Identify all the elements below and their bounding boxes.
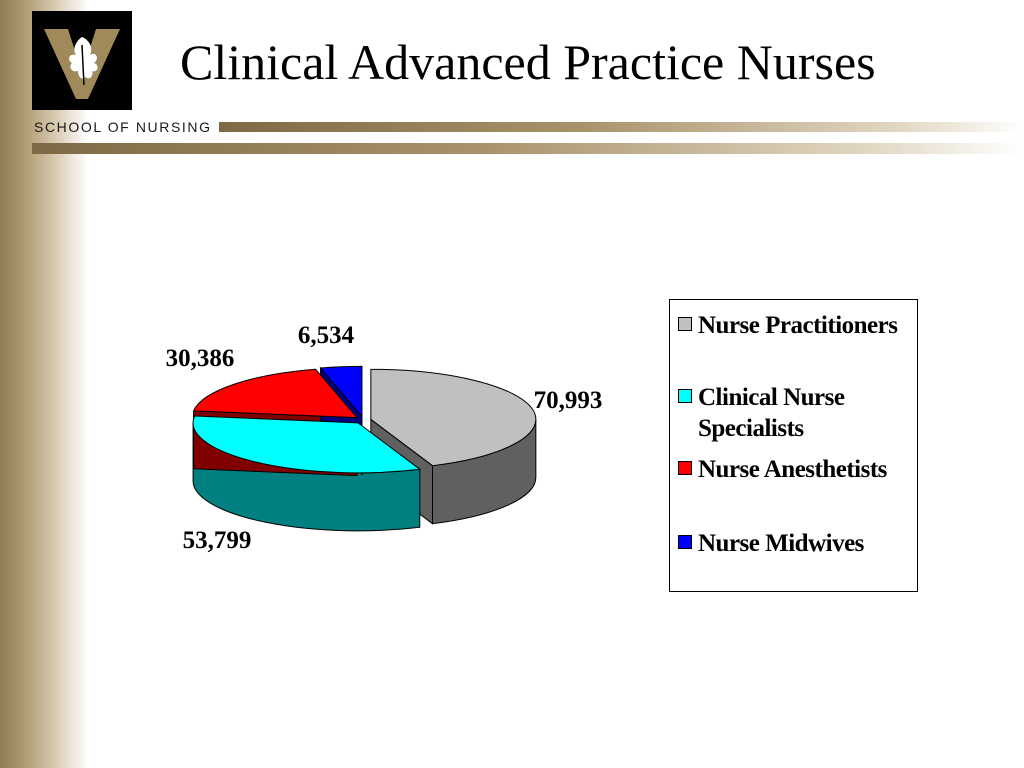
pie-slice-nurse-anesthetists xyxy=(192,368,359,419)
legend-swatch-nurse-practitioners xyxy=(678,317,692,331)
data-label-nurse-midwives: 6,534 xyxy=(298,322,355,349)
legend-swatch-nurse-anesthetists xyxy=(678,461,692,475)
legend-swatch-nurse-midwives xyxy=(678,535,692,549)
pie-slice-clinical-nurse-specialists xyxy=(192,415,422,474)
pie-slice-nurse-practitioners xyxy=(370,368,537,467)
data-label-clinical-nurse-specialists: 53,799 xyxy=(183,527,252,554)
data-label-nurse-anesthetists: 30,386 xyxy=(166,345,235,372)
chart-legend: Nurse Practitioners Clinical Nurse Speci… xyxy=(669,299,918,592)
legend-label: Clinical Nurse Specialists xyxy=(698,384,845,442)
legend-label: Nurse Midwives xyxy=(698,530,864,557)
oak-leaf-v-icon xyxy=(44,29,120,99)
vanderbilt-logo xyxy=(32,11,132,110)
left-decorative-band xyxy=(0,0,88,768)
header-rule-upper xyxy=(219,122,1024,132)
legend-swatch-clinical-nurse-specialists xyxy=(678,389,692,403)
pie-slice-nurse-midwives xyxy=(319,365,363,418)
slide-title: Clinical Advanced Practice Nurses xyxy=(180,34,876,90)
legend-label: Nurse Anesthetists xyxy=(698,456,887,483)
school-of-nursing-label: SCHOOL OF NURSING xyxy=(34,119,212,135)
header-rule-lower xyxy=(32,143,1024,154)
data-label-nurse-practitioners: 70,993 xyxy=(534,387,603,414)
legend-label: Nurse Practitioners xyxy=(698,312,898,339)
